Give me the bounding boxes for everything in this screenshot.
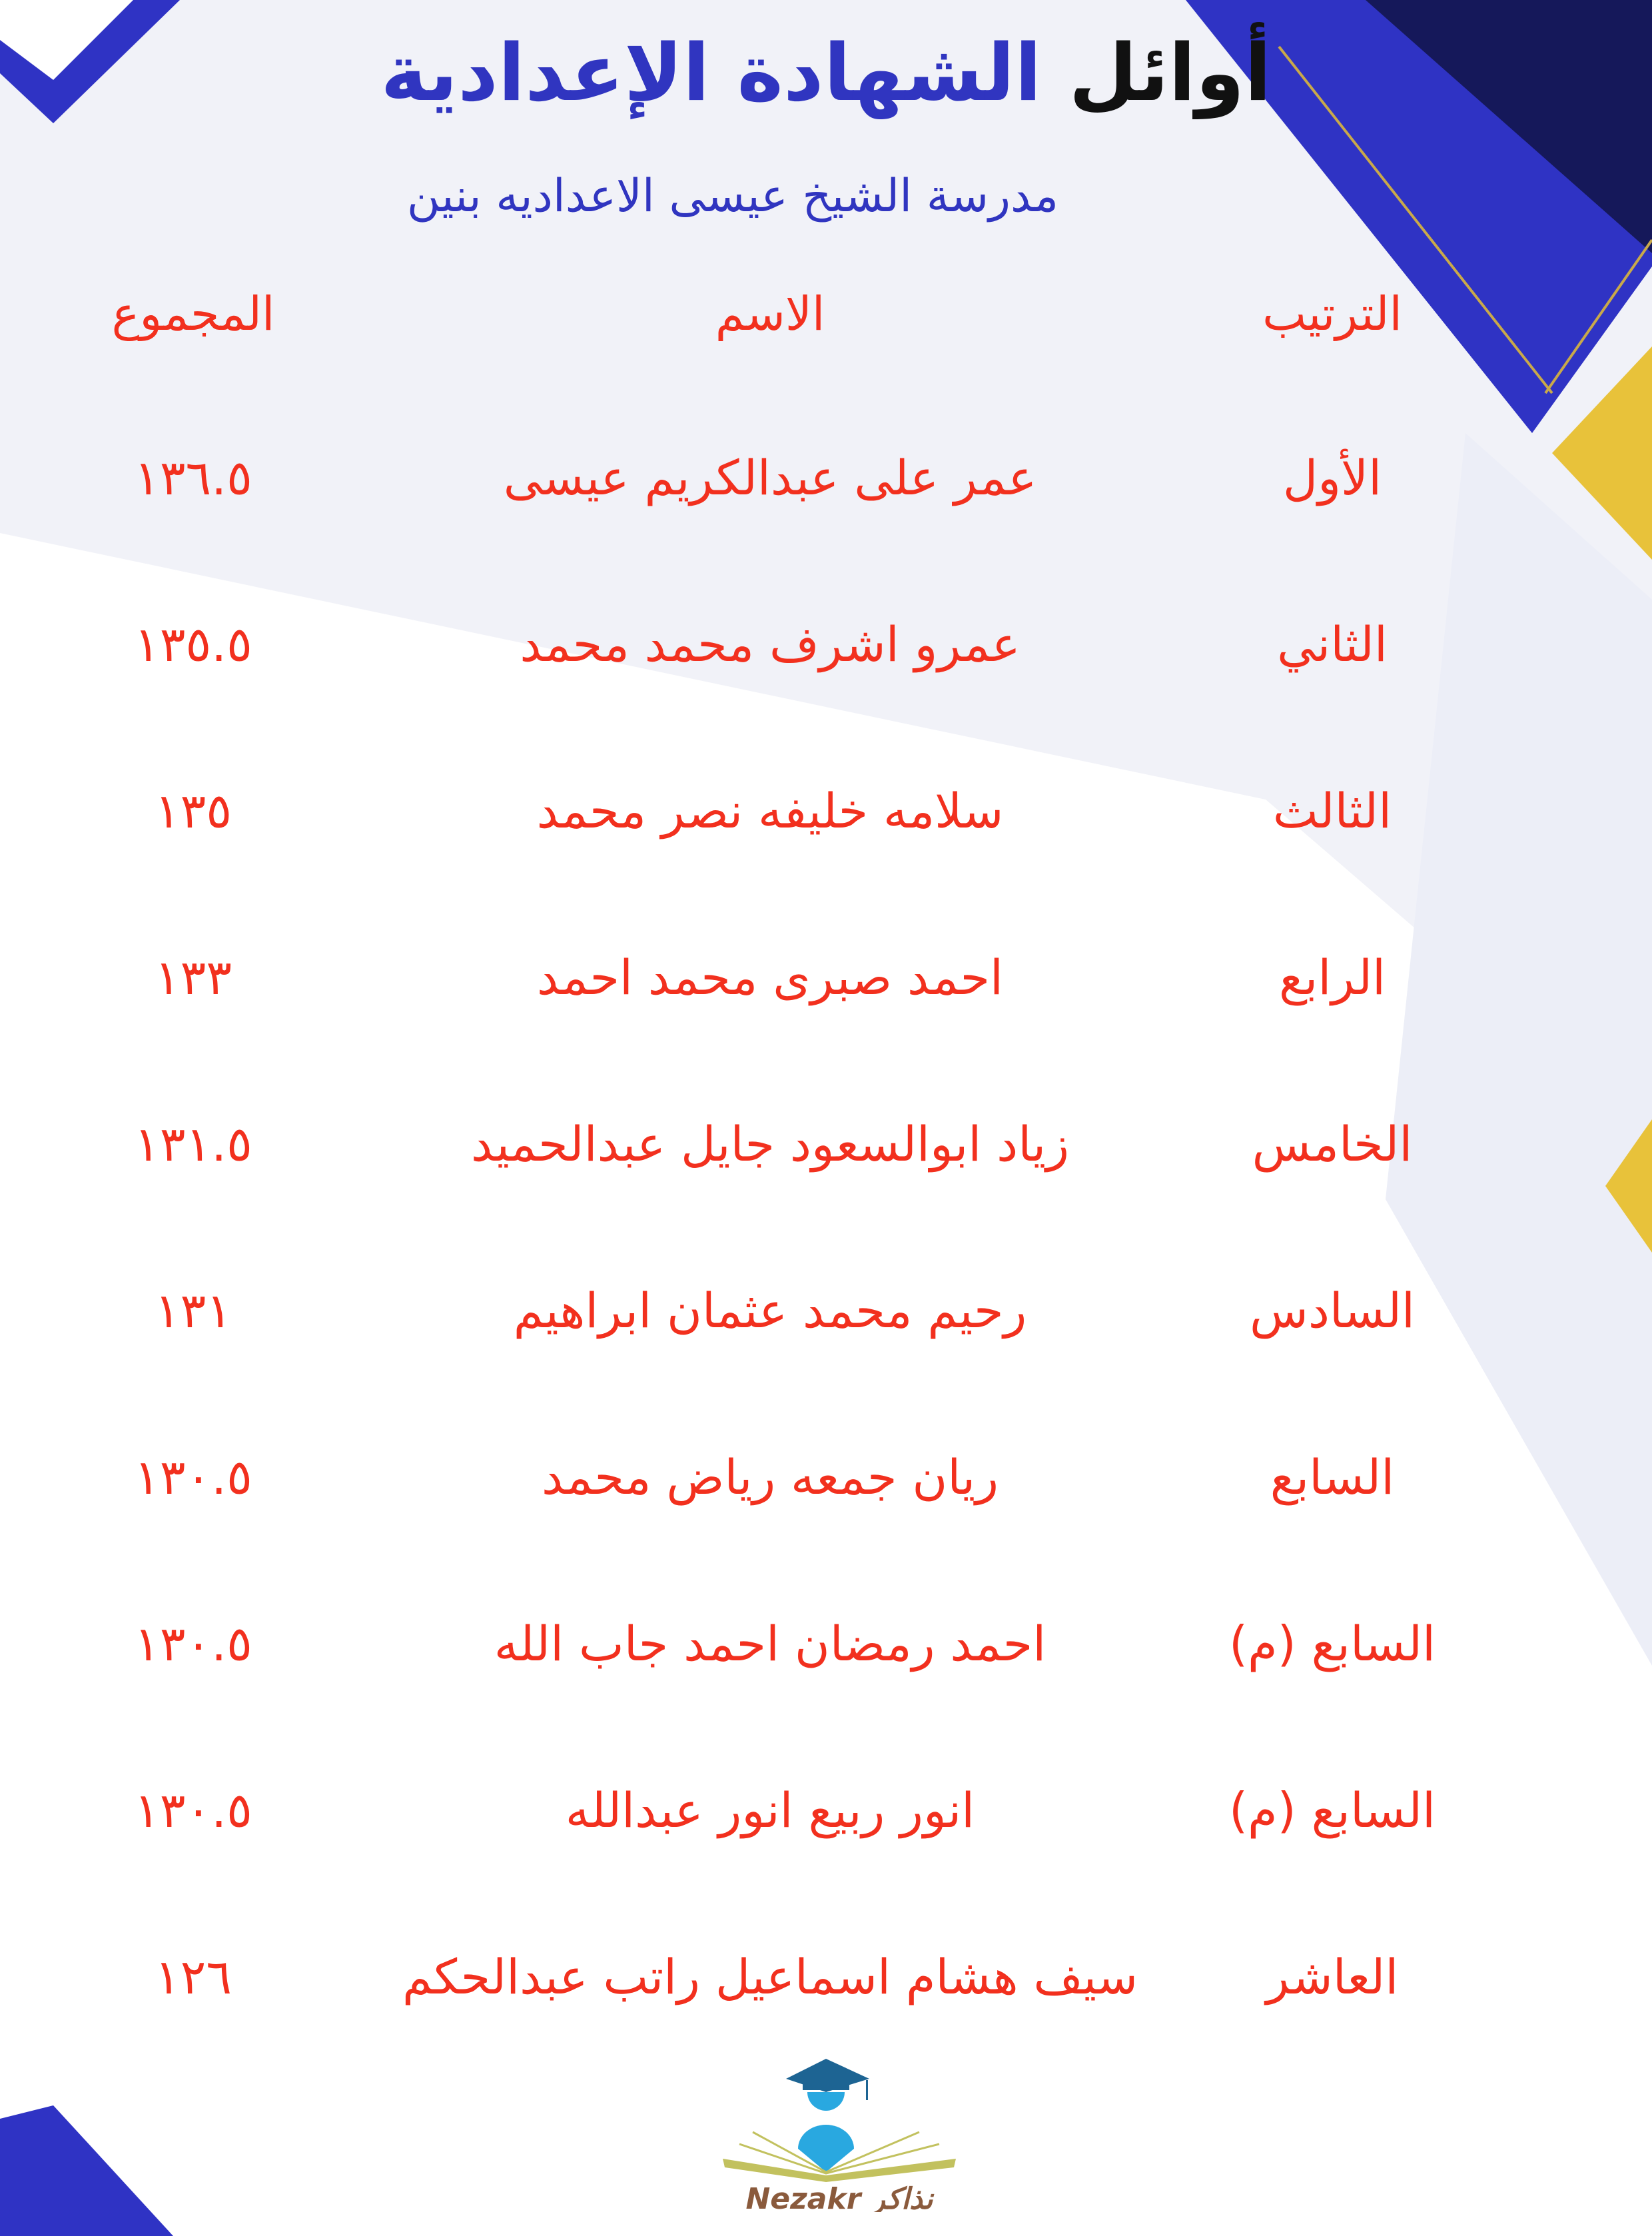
- nezakr-logo: Nezakr نذاكر: [723, 2059, 956, 2212]
- total-cell: ١٣٦.٥: [134, 450, 252, 506]
- total-cell: ١٣٠.٥: [134, 1782, 252, 1838]
- table-row: السابع (م) انور ربيع انور عبدالله ١٣٠.٥: [0, 1782, 1652, 1862]
- table-row: الثالث سلامه خليفه نصر محمد ١٣٥: [0, 783, 1652, 863]
- school-name: مدرسة الشيخ عيسى الاعداديه بنين: [406, 170, 1059, 223]
- name-cell: سيف هشام اسماعيل راتب عبدالحكم: [402, 1949, 1138, 2005]
- name-cell: احمد صبرى محمد احمد: [537, 949, 1003, 1005]
- col-name: الاسم: [715, 286, 825, 341]
- page-title: أوائل الشهادة الإعدادية: [0, 27, 1652, 119]
- name-cell: زياد ابوالسعود جايل عبدالحميد: [471, 1116, 1069, 1172]
- name-cell: ريان جمعه رياض محمد: [541, 1449, 999, 1505]
- total-cell: ١٣٥.٥: [134, 616, 252, 672]
- title-part1: أوائل: [1068, 27, 1272, 119]
- table-row: السابع (م) احمد رمضان احمد جاب الله ١٣٠.٥: [0, 1616, 1652, 1696]
- total-cell: ١٣٠.٥: [134, 1616, 252, 1672]
- rank-cell: الأول: [1282, 450, 1382, 506]
- rank-cell: الخامس: [1252, 1116, 1413, 1172]
- rank-cell: السادس: [1249, 1283, 1416, 1339]
- table-row: الأول عمر على عبدالكريم عيسى ١٣٦.٥: [0, 450, 1652, 530]
- name-cell: رحيم محمد عثمان ابراهيم: [513, 1283, 1027, 1339]
- total-cell: ١٣١: [154, 1283, 232, 1339]
- table-row: العاشر سيف هشام اسماعيل راتب عبدالحكم ١٢٦: [0, 1949, 1652, 2029]
- table-row: السابع ريان جمعه رياض محمد ١٣٠.٥: [0, 1449, 1652, 1529]
- rank-cell: الرابع: [1278, 949, 1386, 1005]
- total-cell: ١٣٥: [154, 783, 232, 839]
- rank-cell: العاشر: [1266, 1949, 1399, 2005]
- table-row: الرابع احمد صبرى محمد احمد ١٣٣: [0, 949, 1652, 1029]
- rank-cell: الثالث: [1272, 783, 1392, 839]
- svg-text:Nezakr نذاكر: Nezakr نذاكر: [745, 2182, 935, 2212]
- name-cell: سلامه خليفه نصر محمد: [536, 783, 1004, 839]
- col-total: المجموع: [111, 286, 275, 341]
- table-row: الثاني عمرو اشرف محمد محمد ١٣٥.٥: [0, 616, 1652, 696]
- total-cell: ١٣٠.٥: [134, 1449, 252, 1505]
- table-row: السادس رحيم محمد عثمان ابراهيم ١٣١: [0, 1283, 1652, 1363]
- rank-cell: السابع (م): [1228, 1616, 1436, 1672]
- table-row: الخامس زياد ابوالسعود جايل عبدالحميد ١٣١.٥: [0, 1116, 1652, 1196]
- name-cell: عمرو اشرف محمد محمد: [520, 616, 1021, 672]
- name-cell: انور ربيع انور عبدالله: [565, 1782, 975, 1838]
- rank-cell: الثاني: [1277, 616, 1388, 672]
- rank-cell: السابع: [1270, 1449, 1395, 1505]
- total-cell: ١٣٣: [154, 949, 232, 1005]
- total-cell: ١٣١.٥: [134, 1116, 252, 1172]
- col-rank: الترتيب: [1262, 286, 1402, 341]
- name-cell: احمد رمضان احمد جاب الله: [494, 1616, 1046, 1672]
- name-cell: عمر على عبدالكريم عيسى: [503, 450, 1037, 506]
- rank-cell: السابع (م): [1228, 1782, 1436, 1838]
- table-header: الترتيب الاسم المجموع: [0, 286, 1652, 366]
- title-part2: الشهادة الإعدادية: [380, 27, 1042, 119]
- total-cell: ١٢٦: [154, 1949, 232, 2005]
